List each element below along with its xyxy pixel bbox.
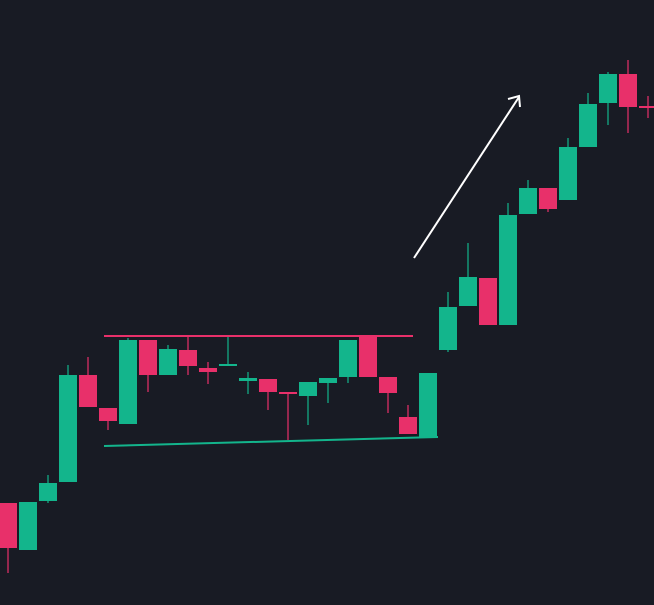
candle-body (479, 278, 497, 325)
candle-body (0, 503, 17, 548)
candle-body (319, 378, 337, 383)
candle-body (339, 340, 357, 377)
candle-body (259, 379, 277, 392)
support-line (103, 436, 439, 447)
candle-body (279, 392, 297, 394)
trend-arrow (413, 94, 521, 259)
candle-body (619, 74, 637, 107)
candle-body (59, 375, 77, 482)
candle-body (79, 375, 97, 407)
candle-body (599, 74, 617, 103)
candle-body (399, 417, 417, 434)
candles (0, 60, 654, 573)
candle-body (239, 378, 257, 381)
candle-body (359, 336, 377, 377)
candle-body (299, 382, 317, 396)
candle-body (459, 277, 477, 306)
candle-body (379, 377, 397, 393)
candle-body (119, 340, 137, 424)
candle-body (219, 364, 237, 366)
candle-body (419, 373, 437, 437)
candle-body (539, 188, 557, 209)
candle-body (519, 188, 537, 214)
candle-body (19, 502, 37, 550)
candle-body (179, 350, 197, 366)
arrow-head (507, 94, 521, 108)
candle-body (579, 104, 597, 147)
candle-body (639, 106, 654, 108)
candle-body (559, 147, 577, 200)
candle-body (139, 340, 157, 375)
candle-body (39, 483, 57, 501)
arrow-shaft (413, 96, 520, 259)
candle-body (99, 408, 117, 421)
candle-body (199, 368, 217, 372)
candle-body (499, 215, 517, 325)
candle-body (159, 349, 177, 375)
candle-body (439, 307, 457, 350)
